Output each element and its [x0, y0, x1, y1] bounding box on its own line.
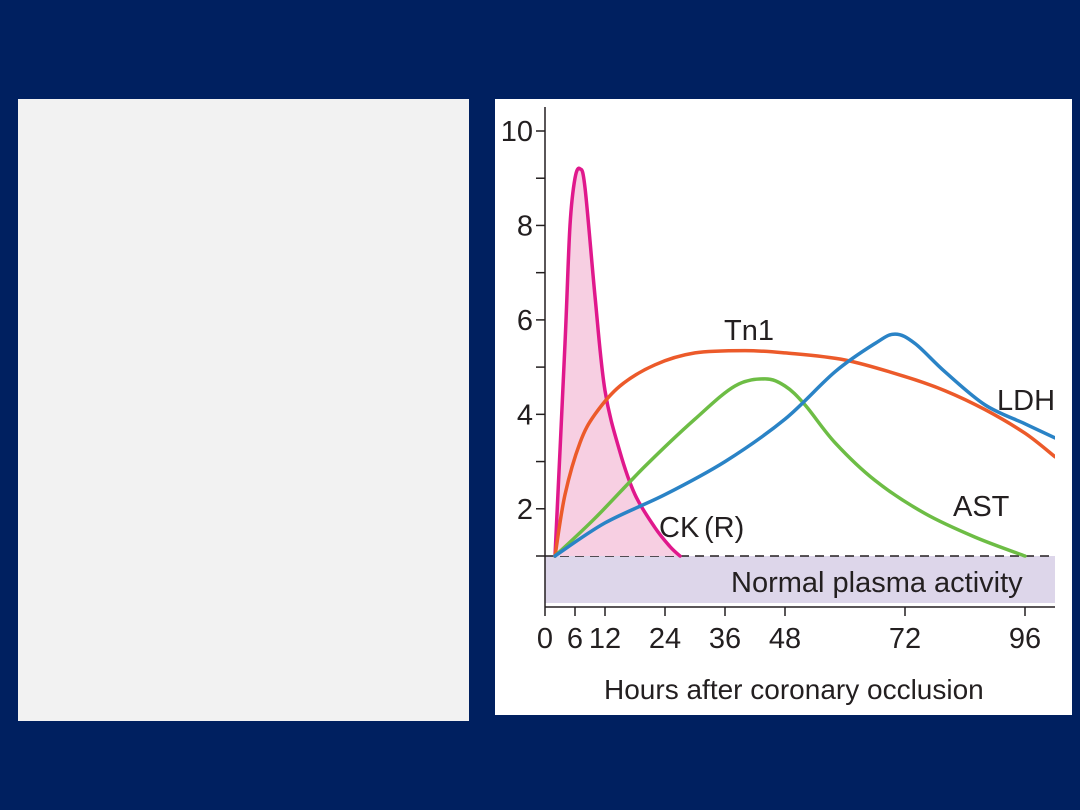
series-label-ck: CK: [659, 512, 700, 544]
x-tick-label-48: 48: [769, 623, 801, 655]
series-line-ast: [553, 377, 1027, 558]
normal-band-label: Normal plasma activity: [731, 567, 1023, 599]
x-tick-label-36: 36: [709, 623, 741, 655]
blank-left-panel: [18, 99, 469, 721]
x-axis-label: Hours after coronary occlusion: [604, 674, 984, 705]
y-tick-label-4: 4: [517, 399, 533, 431]
series-label-tn1: Tn1: [724, 315, 774, 347]
series-line-ck-r: [553, 166, 682, 558]
series-label-ast: AST: [953, 491, 1010, 523]
x-tick-label-96: 96: [1009, 623, 1041, 655]
y-tick-label-10: 10: [501, 116, 533, 148]
series-line-ldh: [553, 332, 1055, 558]
series-label-ldh: LDH: [997, 385, 1055, 417]
y-tick-label-2: 2: [517, 494, 533, 526]
x-tick-label-6: 6: [567, 623, 583, 655]
x-tick-label-24: 24: [649, 623, 681, 655]
x-tick-label-0: 0: [537, 623, 553, 655]
x-tick-label-72: 72: [889, 623, 921, 655]
series-label-ck-r: (R): [704, 512, 744, 544]
series-fill-ck-r: [555, 168, 680, 556]
normal-band: [545, 556, 1055, 603]
x-tick-label-12: 12: [589, 623, 621, 655]
series-line-tn1: [553, 348, 1055, 558]
chart-panel: 2 4 6 8 10 0 6 12 24 36 48 72 96 Normal plasma acti…: [495, 99, 1072, 715]
y-tick-label-6: 6: [517, 305, 533, 337]
y-tick-label-8: 8: [517, 210, 533, 242]
